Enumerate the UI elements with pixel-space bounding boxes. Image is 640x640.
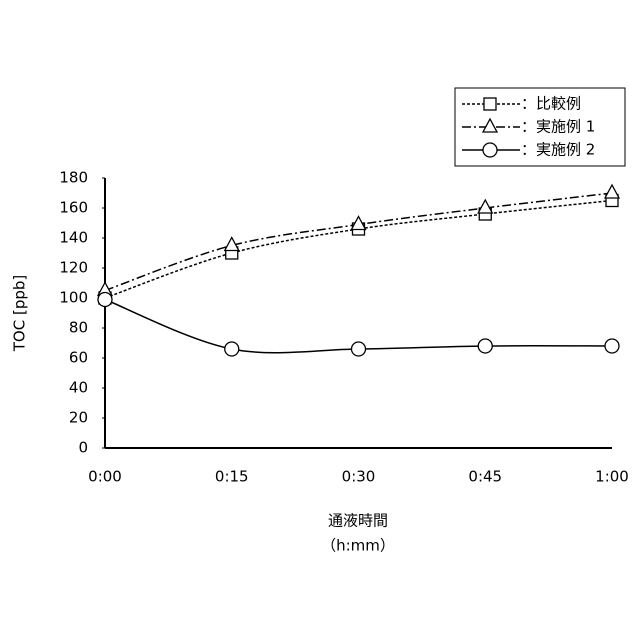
- legend-label: ：実施例 1: [521, 118, 595, 136]
- data-point: [225, 342, 239, 356]
- legend-label: ：比較例: [521, 95, 581, 113]
- y-tick-label: 80: [69, 319, 88, 337]
- y-tick-label: 140: [59, 229, 88, 247]
- y-tick-label: 20: [69, 409, 88, 427]
- legend-marker: [483, 143, 497, 157]
- x-axis-label: （h:mm）: [321, 537, 395, 555]
- data-point: [478, 339, 492, 353]
- y-tick-label: 100: [59, 289, 88, 307]
- legend-label: ：実施例 2: [521, 141, 595, 159]
- data-point: [352, 342, 366, 356]
- x-tick-label: 0:45: [468, 468, 502, 486]
- x-tick-label: 1:00: [595, 468, 629, 486]
- x-tick-label: 0:00: [88, 468, 122, 486]
- chart: TOC [ppb] 通液時間 （h:mm） 0 20 40 60 80 100 120 140…: [0, 0, 640, 640]
- data-point: [98, 293, 112, 307]
- data-point: [605, 339, 619, 353]
- y-tick-label: 160: [59, 199, 88, 217]
- y-tick-label: 40: [69, 379, 88, 397]
- x-axis-label: 通液時間: [328, 512, 388, 530]
- data-point: [605, 185, 619, 198]
- data-point: [478, 200, 492, 213]
- y-tick-label: 0: [78, 439, 88, 457]
- series-line: [105, 201, 612, 299]
- x-tick-label: 0:30: [342, 468, 376, 486]
- y-tick-label: 180: [59, 169, 88, 187]
- y-axis-label: TOC [ppb]: [11, 275, 29, 352]
- x-tick-label: 0:15: [215, 468, 249, 486]
- y-tick-label: 120: [59, 259, 88, 277]
- y-tick-label: 60: [69, 349, 88, 367]
- legend-marker: [484, 98, 496, 110]
- series-line: [105, 193, 612, 291]
- page: {"chart_data": {"type": "line", "x_label…: [0, 0, 640, 640]
